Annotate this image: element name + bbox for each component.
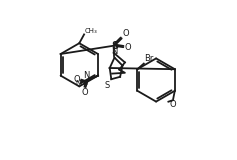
Text: CH₃: CH₃	[85, 28, 98, 34]
Text: O: O	[124, 43, 131, 52]
Text: O: O	[73, 75, 80, 84]
Text: O: O	[81, 88, 88, 97]
Text: O: O	[170, 100, 177, 109]
Text: NO₂: NO₂	[76, 80, 89, 86]
Text: S: S	[105, 81, 110, 90]
Text: N: N	[83, 71, 89, 80]
Text: Br: Br	[144, 54, 154, 63]
Text: N: N	[111, 47, 118, 56]
Text: O: O	[123, 29, 129, 38]
Text: S: S	[111, 41, 118, 51]
